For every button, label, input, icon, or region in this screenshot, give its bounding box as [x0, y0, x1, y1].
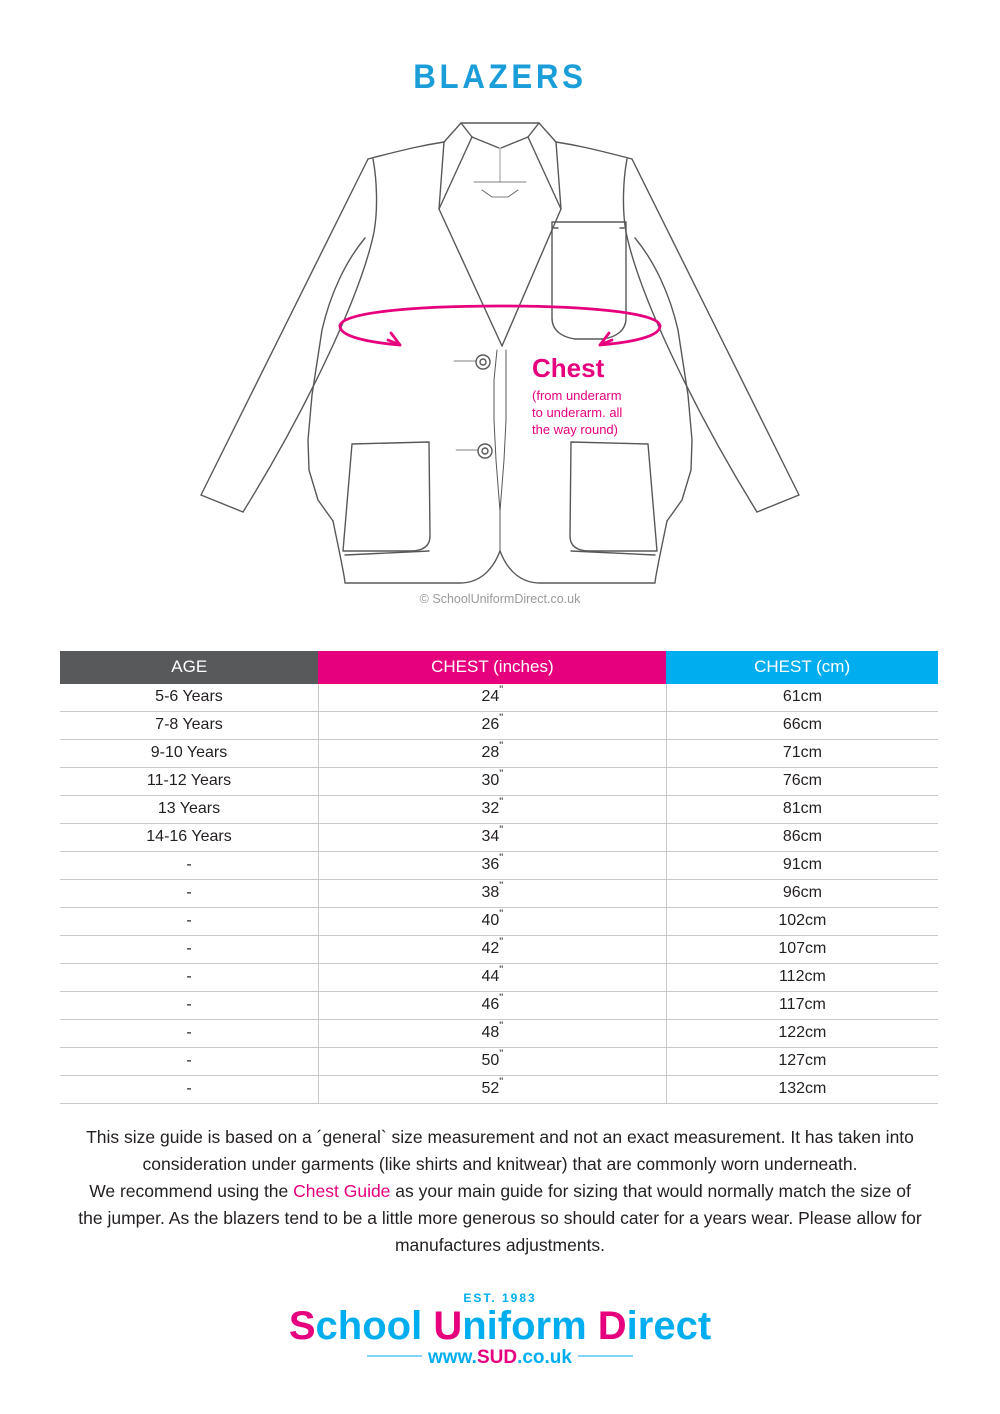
svg-text:the way round): the way round) — [532, 422, 618, 437]
svg-text:Chest: Chest — [532, 353, 605, 383]
svg-text:to underarm. all: to underarm. all — [532, 405, 622, 420]
svg-text:(from underarm: (from underarm — [532, 388, 622, 403]
svg-text:© SchoolUniformDirect.co.uk: © SchoolUniformDirect.co.uk — [420, 592, 581, 606]
